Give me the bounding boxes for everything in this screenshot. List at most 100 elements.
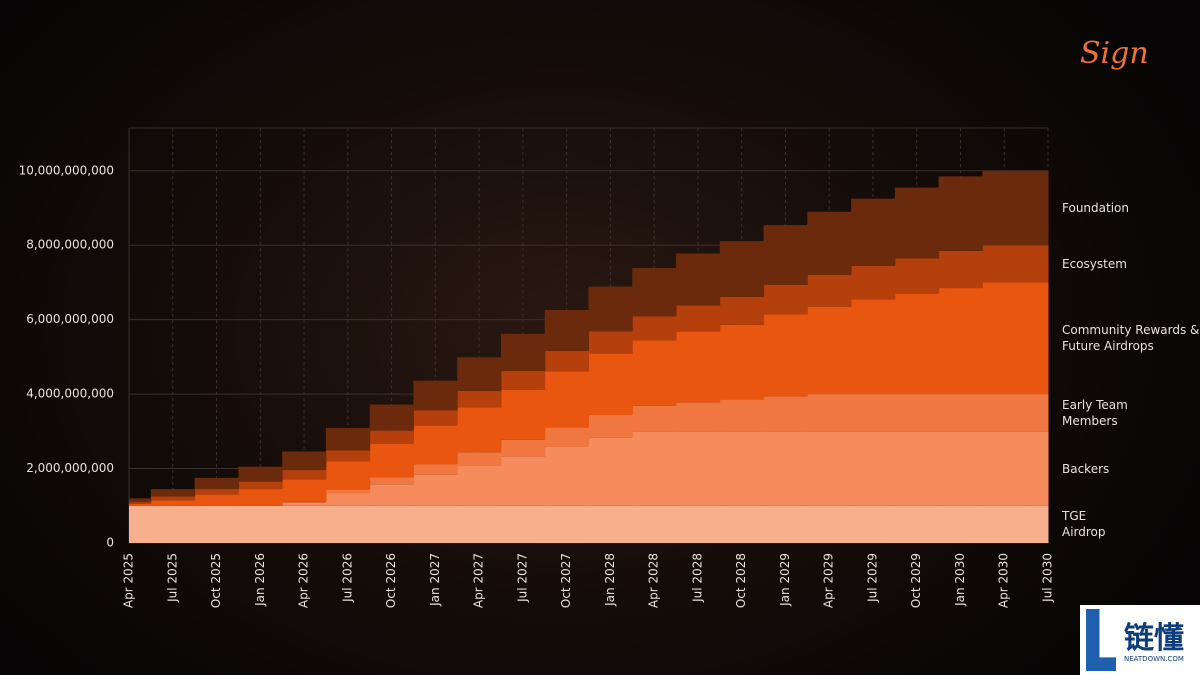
area-step (894, 187, 940, 259)
x-tick-label: Oct 2029 (909, 553, 923, 608)
area-step (982, 431, 1027, 506)
area-step (851, 198, 896, 266)
area-step (369, 505, 414, 543)
area-step (807, 306, 852, 395)
area-step (325, 489, 371, 494)
area-step (544, 505, 589, 543)
area-step (894, 394, 940, 432)
area-step (719, 399, 765, 432)
area-step (632, 316, 677, 341)
area-step (719, 324, 765, 400)
area-step (194, 489, 239, 495)
area-step (194, 494, 239, 506)
x-tick-label: Jul 2026 (340, 553, 354, 603)
legend-label: Foundation (1062, 201, 1129, 216)
area-step (500, 389, 546, 440)
y-tick-label: 0 (106, 536, 114, 550)
area-step (938, 431, 983, 506)
area-step (588, 437, 633, 506)
area-step (282, 505, 327, 543)
legend-label: Ecosystem (1062, 256, 1127, 271)
area-step (851, 431, 896, 506)
area-step (500, 439, 546, 457)
x-tick-label: Jan 2028 (603, 553, 617, 607)
area-step (894, 431, 940, 506)
area-step (894, 293, 940, 395)
area-step (1026, 394, 1049, 432)
area-step (763, 505, 808, 543)
x-tick-label: Oct 2025 (209, 553, 223, 608)
area-step (457, 357, 502, 391)
y-tick-label: 4,000,000,000 (26, 387, 114, 401)
watermark: 链懂 NEATDOWN.COM (1080, 605, 1200, 675)
x-tick-label: Jan 2026 (253, 553, 267, 607)
area-step (982, 170, 1027, 246)
area-step (413, 425, 458, 465)
area-step (413, 380, 458, 411)
area-step (1026, 245, 1049, 283)
area-step (238, 489, 283, 506)
area-step (763, 396, 808, 432)
x-tick-label: Apr 2025 (122, 553, 136, 608)
area-step (282, 501, 327, 503)
area-step (938, 505, 983, 543)
area-step (632, 505, 677, 543)
area-step (457, 390, 502, 408)
x-tick-label: Apr 2030 (997, 553, 1011, 608)
legend-label: Early Team Members (1062, 397, 1128, 428)
area-step (129, 502, 152, 504)
area-step (500, 333, 546, 372)
legend-label: TGE Airdrop (1062, 509, 1106, 540)
area-step (632, 431, 677, 506)
area-step (938, 288, 983, 395)
area-step (282, 479, 327, 502)
area-step (544, 371, 589, 428)
area-step (413, 505, 458, 543)
area-step (544, 446, 589, 506)
y-tick-label: 10,000,000,000 (19, 163, 114, 177)
area-step (807, 431, 852, 506)
area-step (938, 176, 983, 251)
area-step (413, 464, 458, 475)
area-step (500, 505, 546, 543)
area-step (369, 477, 414, 485)
area-step (500, 456, 546, 506)
area-step (632, 267, 677, 317)
x-tick-label: Jan 2030 (953, 553, 967, 607)
area-step (807, 211, 852, 276)
brand-logo: Sign (1080, 36, 1149, 71)
area-step (807, 275, 852, 307)
x-tick-label: Jul 2030 (1041, 553, 1055, 603)
area-step (719, 431, 765, 506)
area-step (129, 503, 152, 506)
x-tick-label: Oct 2027 (559, 553, 573, 608)
area-step (982, 505, 1027, 543)
area-step (588, 414, 633, 438)
area-step (807, 505, 852, 543)
area-step (129, 498, 152, 503)
watermark-url: NEATDOWN.COM (1124, 655, 1184, 663)
area-step (1026, 431, 1049, 506)
area-step (676, 505, 721, 543)
area-step (851, 505, 896, 543)
area-step (763, 431, 808, 506)
watermark-title: 链懂 (1124, 621, 1184, 656)
area-step (238, 481, 283, 490)
legend-label: Backers (1062, 461, 1110, 476)
area-step (413, 410, 458, 426)
area-step (807, 394, 852, 432)
y-tick-label: 2,000,000,000 (26, 461, 114, 475)
area-step (194, 505, 239, 543)
area-step (851, 299, 896, 395)
y-tick-label: 8,000,000,000 (26, 238, 114, 252)
area-step (676, 253, 721, 306)
legend-label: Community Rewards & Future Airdrops (1062, 323, 1200, 354)
area-step (369, 404, 414, 431)
area-step (457, 407, 502, 453)
area-step (457, 465, 502, 506)
x-tick-label: Jan 2029 (778, 553, 792, 607)
area-step (238, 466, 283, 482)
area-step (150, 500, 196, 506)
area-step (982, 282, 1027, 395)
